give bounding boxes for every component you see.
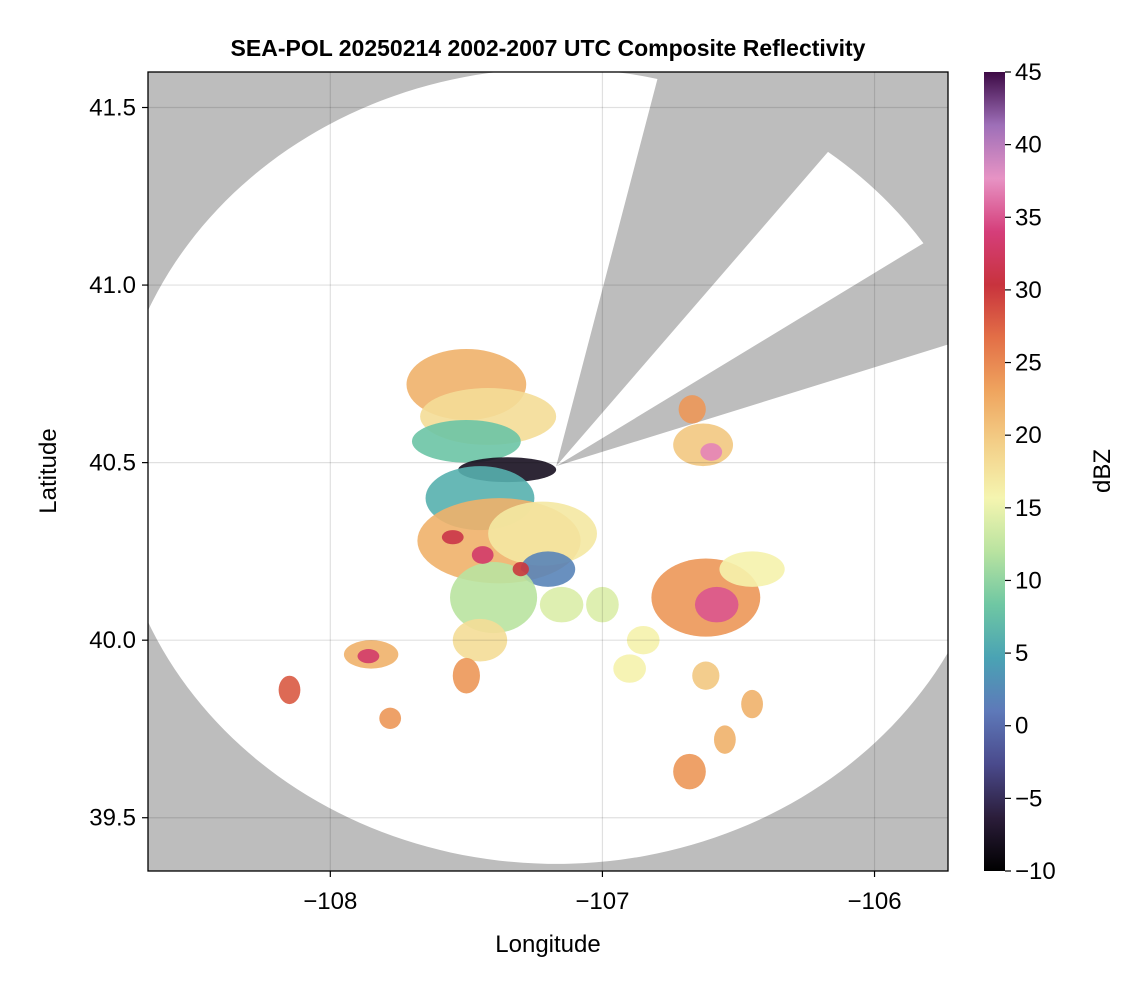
echo-cell <box>379 707 402 729</box>
echo-cell <box>673 753 706 790</box>
colorbar-tick-label: 5 <box>1015 640 1028 667</box>
colorbar-tick-label: 25 <box>1015 350 1042 377</box>
x-tick-label: −107 <box>575 888 629 915</box>
echo-cell <box>700 443 723 461</box>
echo-cell <box>673 423 734 467</box>
y-tick-label: 40.5 <box>89 450 136 477</box>
colorbar-tick-label: −10 <box>1015 858 1056 885</box>
radar-coverage-area <box>148 72 948 864</box>
colorbar-ticks: −10 −5 0 5 10 15 20 25 30 35 40 45 <box>1005 59 1056 885</box>
echo-cell <box>452 618 508 662</box>
colorbar-tick-label: −5 <box>1015 785 1042 812</box>
echo-cell <box>586 586 619 623</box>
echo-cell <box>520 551 576 587</box>
colorbar-tick-label: 40 <box>1015 132 1042 159</box>
y-tick-label: 41.5 <box>89 95 136 122</box>
echo-cell <box>678 395 706 424</box>
chart-title: SEA-POL 20250214 2002-2007 UTC Composite… <box>231 35 866 61</box>
colorbar-tick-label: 45 <box>1015 59 1042 86</box>
y-axis-label: Latitude <box>35 428 62 513</box>
y-axis: 39.5 40.0 40.5 41.0 41.5 <box>89 95 148 832</box>
echo-cell <box>539 586 584 623</box>
colorbar-tick-label: 10 <box>1015 567 1042 594</box>
colorbar: −10 −5 0 5 10 15 20 25 30 35 40 45 dBZ <box>984 59 1116 885</box>
echo-layer <box>278 348 785 790</box>
echo-cell <box>471 546 494 564</box>
echo-cell <box>357 649 380 664</box>
colorbar-gradient <box>984 72 1005 871</box>
echo-cell <box>713 725 736 754</box>
x-tick-label: −106 <box>847 888 901 915</box>
x-axis-label: Longitude <box>495 931 600 958</box>
colorbar-tick-label: 30 <box>1015 277 1042 304</box>
colorbar-tick-label: 35 <box>1015 204 1042 231</box>
echo-cell <box>450 562 538 634</box>
x-tick-label: −108 <box>303 888 357 915</box>
echo-cell <box>411 420 521 463</box>
plot-area <box>147 71 949 872</box>
echo-cell <box>512 562 529 577</box>
colorbar-tick-label: 20 <box>1015 422 1042 449</box>
echo-cell <box>452 657 480 694</box>
echo-cell <box>278 675 301 705</box>
echo-cell <box>613 654 646 683</box>
x-axis: −108 −107 −106 <box>303 871 902 915</box>
echo-cell <box>719 551 785 587</box>
colorbar-tick-label: 15 <box>1015 495 1042 522</box>
colorbar-tick-label: 0 <box>1015 713 1028 740</box>
y-tick-label: 41.0 <box>89 272 136 299</box>
grid-lines <box>148 72 948 871</box>
echo-cell <box>741 689 763 719</box>
echo-cell <box>626 625 660 655</box>
y-tick-label: 39.5 <box>89 805 136 832</box>
echo-cell <box>441 530 464 545</box>
plot-frame <box>147 71 949 872</box>
echo-cell <box>488 501 597 566</box>
y-tick-label: 40.0 <box>89 627 136 654</box>
echo-cell <box>694 586 739 623</box>
colorbar-label: dBZ <box>1089 449 1116 493</box>
echo-cell <box>692 661 720 690</box>
